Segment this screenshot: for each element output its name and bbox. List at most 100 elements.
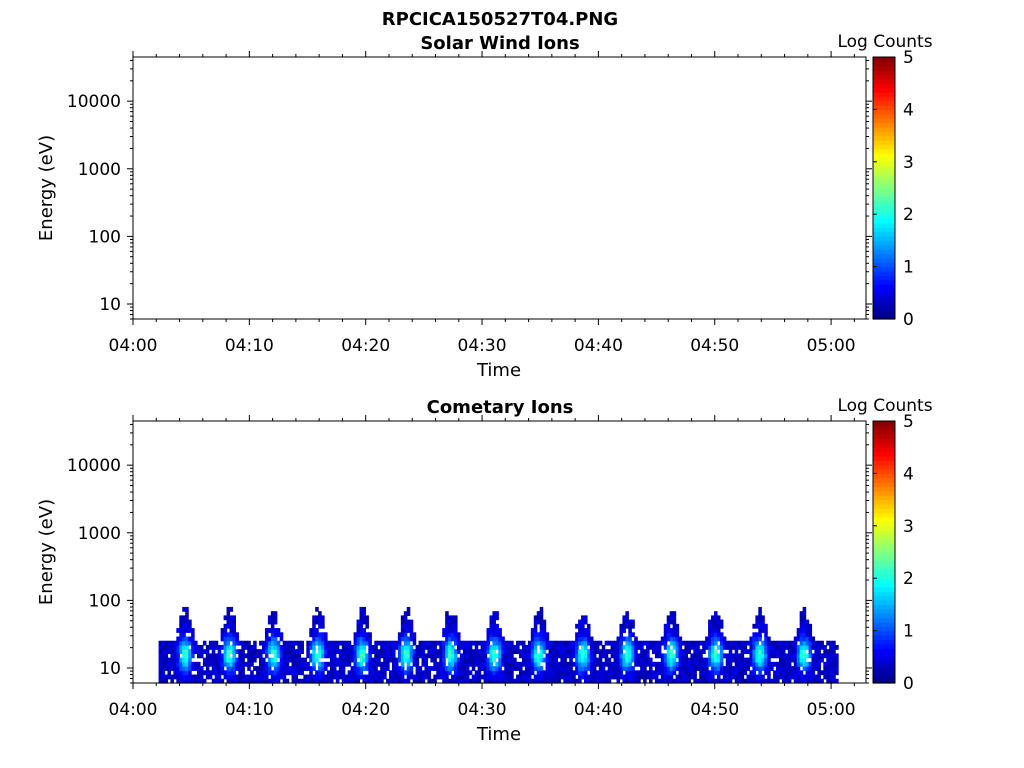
spectrogram-cell xyxy=(675,632,680,638)
spectrogram-cell xyxy=(820,640,824,646)
spectrogram-cell xyxy=(462,644,467,650)
spectrogram-cell xyxy=(649,678,653,684)
spectrogram-cell xyxy=(164,644,169,650)
spectrogram-cell xyxy=(637,657,641,663)
spectrogram-cell xyxy=(176,653,180,659)
spectrogram-cell xyxy=(406,644,411,650)
spectrogram-cell xyxy=(332,657,337,663)
spectrogram-cell xyxy=(516,674,520,680)
spectrogram-cell xyxy=(575,623,579,629)
spectrogram-cell xyxy=(486,678,491,684)
spectrogram-cell xyxy=(421,644,426,650)
spectrogram-cell xyxy=(403,678,408,684)
colorbar-segment xyxy=(873,170,895,176)
colorbar-segment xyxy=(873,604,895,610)
spectrogram-cell xyxy=(530,640,535,646)
spectrogram-cell xyxy=(504,674,508,680)
spectrogram-cell xyxy=(439,661,443,667)
spectrogram-cell xyxy=(557,644,561,650)
spectrogram-cell xyxy=(229,670,234,676)
spectrogram-cell xyxy=(264,674,269,680)
spectrogram-cell xyxy=(716,666,721,671)
spectrogram-cell xyxy=(344,653,349,659)
spectrogram-cell xyxy=(247,653,251,659)
spectrogram-cell xyxy=(356,678,361,684)
spectrogram-cell xyxy=(489,666,494,671)
spectrogram-cell xyxy=(711,649,715,655)
spectrogram-cell xyxy=(663,674,668,680)
spectrogram-cell xyxy=(784,670,789,676)
spectrogram-cell xyxy=(787,649,792,655)
spectrogram-cell xyxy=(764,661,768,667)
spectrogram-cell xyxy=(267,670,272,676)
spectrogram-cell xyxy=(672,640,677,646)
spectrogram-cell xyxy=(291,674,296,680)
spectrogram-cell xyxy=(578,628,582,633)
spectrogram-cell xyxy=(799,674,804,680)
spectrogram-cell xyxy=(270,636,275,642)
spectrogram-cell xyxy=(220,657,225,663)
spectrogram-cell xyxy=(199,666,204,671)
spectrogram-cell xyxy=(495,636,499,642)
spectrogram-cell xyxy=(657,678,662,684)
spectrogram-cell xyxy=(734,670,739,676)
spectrogram-cell xyxy=(179,640,183,646)
spectrogram-cell xyxy=(359,632,364,638)
spectrogram-cell xyxy=(716,661,721,667)
spectrogram-cell xyxy=(406,606,411,612)
spectrogram-cell xyxy=(244,640,248,646)
spectrogram-cell xyxy=(755,678,759,684)
spectrogram-cell xyxy=(728,653,733,659)
spectrogram-cell xyxy=(510,666,514,671)
spectrogram-cell xyxy=(578,619,582,625)
spectrogram-cell xyxy=(427,670,431,676)
spectrogram-cell xyxy=(604,653,609,659)
spectrogram-cell xyxy=(829,674,833,680)
spectrogram-cell xyxy=(451,674,455,680)
spectrogram-cell xyxy=(705,670,709,676)
spectrogram-cell xyxy=(182,657,186,663)
spectrogram-cell xyxy=(397,678,402,684)
spectrogram-cell xyxy=(728,674,733,680)
spectrogram-cell xyxy=(288,670,293,676)
spectrogram-cell xyxy=(232,619,236,625)
spectrogram-cell xyxy=(616,670,621,676)
spectrogram-cell xyxy=(312,661,316,667)
spectrogram-cell xyxy=(628,657,632,663)
spectrogram-cell xyxy=(362,606,366,612)
spectrogram-cell xyxy=(459,661,464,667)
spectrogram-cell xyxy=(728,657,733,663)
spectrogram-cell xyxy=(241,674,245,680)
spectrogram-cell xyxy=(752,678,756,684)
spectrogram-cell xyxy=(817,678,821,684)
spectrogram-cell xyxy=(625,678,629,684)
spectrogram-cell xyxy=(264,644,269,650)
spectrogram-cell xyxy=(394,678,399,684)
spectrogram-cell xyxy=(300,640,304,646)
spectrogram-cell xyxy=(808,632,813,638)
spectrogram-cell xyxy=(764,623,768,629)
spectrogram-cell xyxy=(445,678,449,684)
spectrogram-cell xyxy=(699,678,703,684)
spectrogram-cell xyxy=(451,649,455,655)
spectrogram-cell xyxy=(161,649,166,655)
spectrogram-cell xyxy=(495,670,499,676)
spectrogram-cell xyxy=(663,636,668,642)
spectrogram-cell xyxy=(548,670,553,676)
spectrogram-cell xyxy=(229,644,234,650)
spectrogram-cell xyxy=(344,674,349,680)
colorbar-segment xyxy=(873,297,895,303)
spectrogram-cell xyxy=(598,653,603,659)
spectrogram-cell xyxy=(276,674,281,680)
spectrogram-cell xyxy=(595,649,600,655)
spectrogram-cell xyxy=(548,640,553,646)
spectrogram-cell xyxy=(808,644,813,650)
spectrogram-cell xyxy=(711,661,715,667)
spectrogram-cell xyxy=(817,649,821,655)
spectrogram-cell xyxy=(584,666,588,671)
spectrogram-cell xyxy=(329,666,334,671)
spectrogram-cell xyxy=(669,657,674,663)
spectrogram-cell xyxy=(199,644,204,650)
spectrogram-cell xyxy=(749,649,753,655)
spectrogram-cell xyxy=(542,674,547,680)
